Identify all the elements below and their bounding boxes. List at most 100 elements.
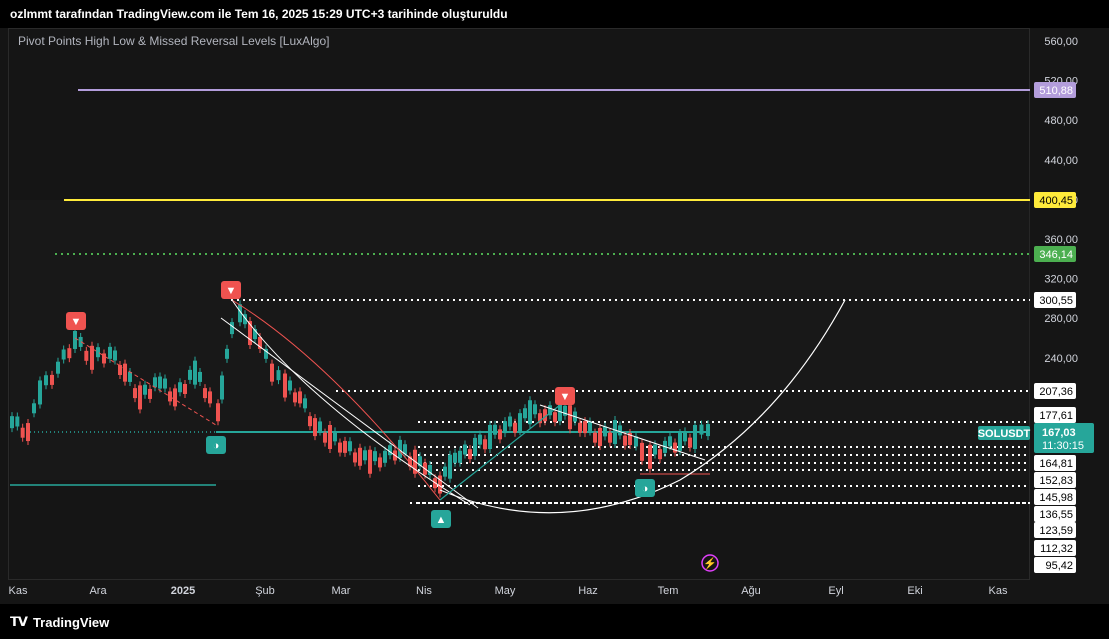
candle-body bbox=[706, 424, 710, 437]
candle-body bbox=[230, 322, 234, 335]
level-label-bg bbox=[1034, 557, 1076, 573]
pivot-marker-label: ◑ bbox=[213, 440, 220, 452]
candle-body bbox=[173, 388, 177, 407]
candle-body bbox=[488, 425, 492, 449]
tradingview-logo[interactable]: 𝗧𝗩 TradingView bbox=[10, 614, 109, 630]
level-label-bg bbox=[1034, 82, 1076, 98]
trend-curve bbox=[231, 299, 441, 501]
symbol-label: SOLUSDT bbox=[978, 428, 1031, 440]
candle-body bbox=[648, 444, 652, 469]
level-label-bg bbox=[1034, 192, 1076, 208]
candle-body bbox=[220, 375, 224, 400]
pivot-missed-marker bbox=[635, 479, 655, 497]
shaded-region bbox=[10, 200, 1030, 480]
time-tick: Tem bbox=[658, 585, 679, 597]
pivot-high-marker bbox=[66, 312, 86, 330]
candle-body bbox=[473, 437, 477, 456]
price-tick: 320,00 bbox=[1044, 274, 1078, 286]
candle-body bbox=[298, 391, 302, 404]
level-label-bg bbox=[1034, 455, 1076, 471]
candle-body bbox=[458, 450, 462, 463]
level-label-bg bbox=[1034, 506, 1076, 522]
level-label-bg bbox=[1034, 522, 1076, 538]
candle-body bbox=[108, 346, 112, 359]
candle-body bbox=[358, 447, 362, 466]
time-tick: Ara bbox=[89, 585, 107, 597]
level-label: 136,55 bbox=[1039, 509, 1073, 521]
candle-body bbox=[10, 416, 14, 429]
time-axis[interactable]: Kas Ara 2025 Şub Mar Nis May Haz Tem Ağu Eyl Eki Kas bbox=[9, 585, 1008, 597]
pivot-marker-label: ▼ bbox=[226, 285, 237, 297]
candle-body bbox=[503, 421, 507, 434]
candle-body bbox=[438, 475, 442, 494]
price-tick: 480,00 bbox=[1044, 115, 1078, 127]
time-tick: Kas bbox=[9, 585, 28, 597]
candle-body bbox=[56, 361, 60, 374]
time-tick: Nis bbox=[416, 585, 432, 597]
lightning-icon[interactable]: ⚡ bbox=[701, 554, 719, 572]
arc-curve bbox=[439, 299, 846, 514]
candle-body bbox=[343, 440, 347, 453]
candle-body bbox=[583, 421, 587, 434]
time-tick: May bbox=[495, 585, 516, 597]
indicator-title[interactable]: Pivot Points High Low & Missed Reversal … bbox=[18, 34, 330, 48]
pivot-marker-label: ▼ bbox=[560, 391, 571, 403]
candle-body bbox=[448, 454, 452, 479]
candle-body bbox=[238, 304, 242, 323]
trend-line bbox=[220, 317, 479, 509]
last-price-bg bbox=[1034, 423, 1094, 453]
level-label: 346,14 bbox=[1039, 249, 1073, 261]
level-label: 145,98 bbox=[1039, 492, 1073, 504]
candle-body bbox=[568, 405, 572, 430]
pivot-low-marker bbox=[431, 510, 451, 528]
level-label: 300,55 bbox=[1039, 295, 1073, 307]
tradingview-logo-icon: 𝗧𝗩 bbox=[10, 614, 28, 629]
candle-body bbox=[216, 403, 220, 422]
trendlines-layer bbox=[74, 299, 846, 514]
candle-body bbox=[258, 336, 262, 349]
footer-bar bbox=[0, 604, 1109, 639]
level-labels-layer: 510,88 400,45 346,14 300,55 207,36 177,61 164,… bbox=[978, 82, 1094, 573]
price-tick: 280,00 bbox=[1044, 313, 1078, 325]
candles-layer bbox=[10, 300, 710, 498]
candle-body bbox=[248, 321, 252, 346]
time-tick: Mar bbox=[332, 585, 351, 597]
level-label-bg bbox=[1034, 246, 1076, 262]
candle-body bbox=[628, 432, 632, 445]
candle-body bbox=[138, 385, 142, 410]
level-label-bg bbox=[1034, 489, 1076, 505]
candle-body bbox=[598, 428, 602, 446]
plot-area[interactable] bbox=[8, 28, 1030, 580]
level-label-bg bbox=[1034, 540, 1076, 556]
candle-body bbox=[558, 403, 562, 422]
candle-body bbox=[73, 330, 77, 349]
trend-curve bbox=[231, 299, 471, 506]
trend-line bbox=[539, 404, 706, 461]
level-label: 177,61 bbox=[1039, 410, 1073, 422]
level-label: 123,59 bbox=[1039, 525, 1073, 537]
level-label: 164,81 bbox=[1039, 458, 1073, 470]
candle-body bbox=[328, 425, 332, 449]
watermark-text: ozlmmt tarafından TradingView.com ile Te… bbox=[10, 7, 508, 21]
price-chart[interactable]: ▼▼▼▲◑◑ 560,00520,00480,00440,00400,00360… bbox=[0, 0, 1109, 604]
time-tick: 2025 bbox=[171, 585, 195, 597]
chart-watermark-bar: ozlmmt tarafından TradingView.com ile Te… bbox=[0, 0, 1109, 28]
price-tick: 440,00 bbox=[1044, 155, 1078, 167]
candle-body bbox=[398, 439, 402, 458]
brand-text: TradingView bbox=[32, 614, 110, 630]
time-tick: Ağu bbox=[741, 585, 761, 597]
symbol-label-bg bbox=[978, 426, 1030, 440]
level-label: 400,45 bbox=[1039, 195, 1073, 207]
time-tick: Şub bbox=[255, 585, 275, 597]
last-price-label: 167,03 bbox=[1042, 427, 1076, 439]
candle-body bbox=[368, 449, 372, 474]
price-tick: 240,00 bbox=[1044, 353, 1078, 365]
candle-body bbox=[640, 442, 644, 461]
candle-body bbox=[383, 450, 387, 463]
candle-body bbox=[693, 425, 697, 449]
price-tick: 360,00 bbox=[1044, 234, 1078, 246]
candle-body bbox=[313, 418, 317, 437]
level-label-bg bbox=[1034, 292, 1076, 308]
level-label: 112,32 bbox=[1040, 543, 1073, 555]
time-tick: Kas bbox=[989, 585, 1008, 597]
